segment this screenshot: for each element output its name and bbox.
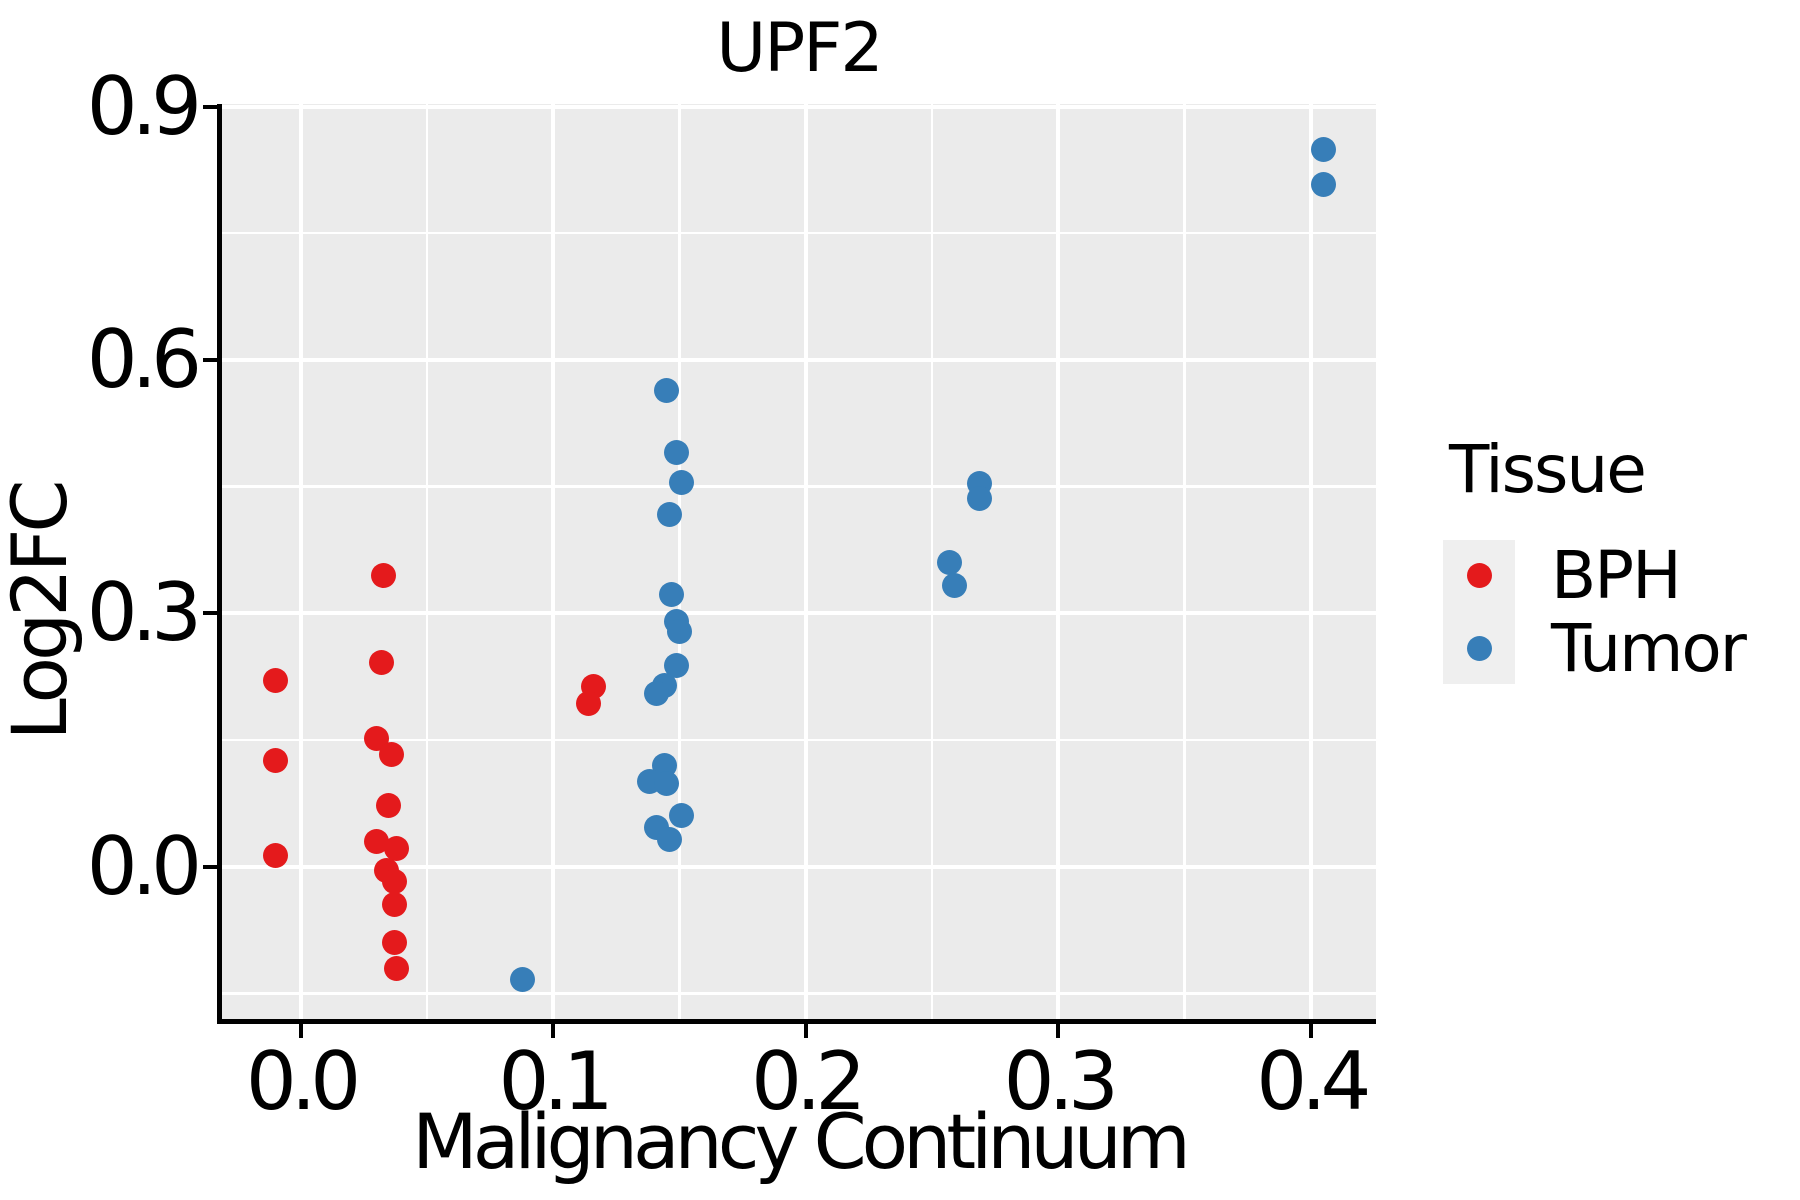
y-tick-label: 0.0 bbox=[86, 819, 202, 913]
bph-swatch-icon bbox=[1467, 563, 1492, 588]
data-point-bph bbox=[262, 843, 288, 869]
major-gridline-horizontal bbox=[222, 357, 1376, 362]
data-point-tumor bbox=[644, 681, 670, 707]
y-axis-title: Log2FC bbox=[0, 483, 84, 741]
legend-title: Tissue bbox=[1449, 431, 1647, 508]
data-point-tumor bbox=[654, 377, 680, 403]
minor-gridline-vertical bbox=[678, 104, 681, 1019]
legend-item-label-bph: BPH bbox=[1551, 537, 1682, 614]
data-point-bph bbox=[384, 955, 410, 981]
data-point-bph bbox=[371, 562, 397, 588]
major-gridline-vertical bbox=[298, 104, 303, 1019]
data-point-bph bbox=[381, 930, 407, 956]
major-gridline-vertical bbox=[1056, 104, 1061, 1019]
minor-gridline-vertical bbox=[425, 104, 429, 1019]
major-gridline-vertical bbox=[551, 104, 556, 1019]
data-point-bph bbox=[368, 649, 394, 675]
data-point-tumor bbox=[664, 440, 690, 466]
tumor-swatch-icon bbox=[1467, 636, 1492, 661]
y-tick-mark bbox=[203, 611, 217, 616]
data-point-tumor bbox=[654, 771, 680, 797]
x-axis-line bbox=[217, 1019, 1376, 1024]
data-point-tumor bbox=[656, 827, 682, 853]
data-point-bph bbox=[381, 892, 407, 918]
y-tick-label: 0.6 bbox=[86, 312, 202, 406]
legend-key-background bbox=[1443, 540, 1515, 684]
major-gridline-horizontal bbox=[222, 611, 1376, 616]
y-axis-line bbox=[217, 104, 222, 1024]
data-point-bph bbox=[376, 792, 402, 818]
x-tick-mark bbox=[298, 1024, 303, 1038]
y-tick-mark bbox=[203, 104, 217, 109]
plot-panel bbox=[222, 104, 1376, 1019]
x-tick-label: 0.4 bbox=[1256, 1035, 1371, 1128]
plot-title: UPF2 bbox=[716, 9, 883, 88]
minor-gridline-horizontal bbox=[222, 992, 1376, 995]
y-tick-mark bbox=[203, 357, 217, 362]
minor-gridline-horizontal bbox=[222, 231, 1376, 235]
data-point-bph bbox=[262, 667, 288, 693]
data-point-bph bbox=[384, 835, 410, 861]
data-point-tumor bbox=[942, 572, 968, 598]
x-tick-mark bbox=[1056, 1024, 1061, 1038]
x-tick-mark bbox=[1308, 1024, 1313, 1038]
minor-gridline-horizontal bbox=[222, 738, 1376, 742]
data-point-bph bbox=[378, 741, 404, 767]
data-point-tumor bbox=[967, 485, 993, 511]
x-tick-label: 0.3 bbox=[1003, 1035, 1119, 1128]
data-point-tumor bbox=[659, 582, 685, 608]
data-point-tumor bbox=[1310, 171, 1336, 197]
y-tick-label: 0.3 bbox=[86, 566, 202, 660]
x-tick-mark bbox=[803, 1024, 808, 1038]
minor-gridline-vertical bbox=[1183, 104, 1186, 1019]
data-point-tumor bbox=[669, 469, 695, 495]
x-tick-label: 0.0 bbox=[245, 1035, 361, 1128]
y-tick-mark bbox=[203, 864, 217, 869]
x-tick-label: 0.1 bbox=[498, 1035, 613, 1128]
x-tick-mark bbox=[551, 1024, 556, 1038]
major-gridline-vertical bbox=[803, 104, 808, 1019]
data-point-tumor bbox=[669, 802, 695, 828]
data-point-tumor bbox=[656, 502, 682, 528]
data-point-tumor bbox=[937, 550, 963, 576]
data-point-tumor bbox=[510, 966, 536, 992]
x-axis-title: Malignancy Continuum bbox=[412, 1097, 1191, 1186]
major-gridline-horizontal bbox=[222, 864, 1376, 869]
x-tick-label: 0.2 bbox=[751, 1035, 866, 1128]
legend-item-label-tumor: Tumor bbox=[1551, 610, 1747, 687]
major-gridline-vertical bbox=[1308, 104, 1313, 1019]
data-point-tumor bbox=[1310, 137, 1336, 163]
y-tick-label: 0.9 bbox=[86, 59, 202, 153]
minor-gridline-horizontal bbox=[222, 485, 1376, 488]
data-point-bph bbox=[575, 691, 601, 717]
data-point-tumor bbox=[666, 619, 692, 645]
data-point-bph bbox=[262, 747, 288, 773]
data-point-bph bbox=[381, 869, 407, 895]
minor-gridline-vertical bbox=[930, 104, 934, 1019]
major-gridline-horizontal bbox=[222, 104, 1376, 109]
